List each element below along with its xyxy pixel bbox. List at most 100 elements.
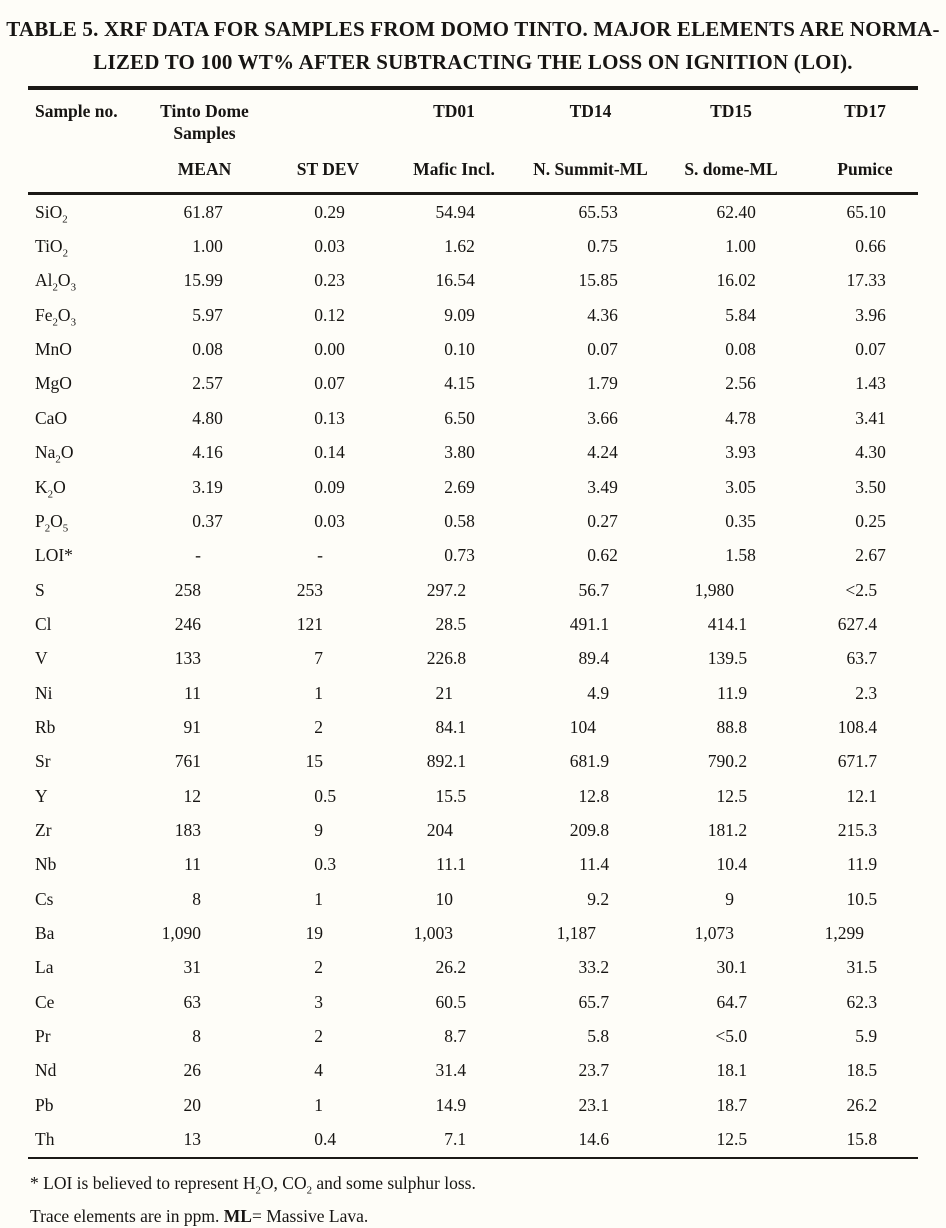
cell-td14: 209.8 [569,819,610,840]
cell-td17: 671.7 [837,751,878,772]
cell-td17: 12.1 [846,785,878,806]
cell-td15: 5.84 [725,304,756,325]
cell-stdev: 0.23 [314,270,345,291]
cell-td14: 5.8 [587,1026,610,1047]
cell-td17: 2.67 [855,545,886,566]
table-row: MnO 0.08 0.00 0.10 0.07 0.08 0.07 [0,332,946,366]
cell-td01: 21 [435,682,454,703]
cell-td15: 0.08 [725,339,756,360]
table-row: SiO2 61.87 0.29 54.94 65.53 62.40 65.10 [0,195,946,229]
header-row-2: MEAN ST DEV Mafic Incl. N. Summit-ML S. … [0,158,946,180]
cell-td14: 9.2 [587,888,610,909]
row-element-label: Nd [35,1060,57,1081]
header-row2-spacer [30,158,142,180]
cell-stdev: 0.07 [314,373,345,394]
cell-td01: 8.7 [444,1026,467,1047]
cell-stdev: 7 [314,648,323,669]
table-row: V 133 7 226.8 89.4 139.5 63.7 [0,642,946,676]
cell-td17: 62.3 [846,991,878,1012]
cell-td14: 0.75 [587,236,618,257]
cell-mean: 26 [183,1060,202,1081]
cell-td17: 1.43 [855,373,886,394]
cell-td17: 0.66 [855,236,886,257]
row-element-label: Cl [35,613,52,634]
cell-td14: 104 [569,716,596,737]
table-title-line1: TABLE 5. XRF DATA FOR SAMPLES FROM DOMO … [6,17,940,41]
cell-td17: 108.4 [837,716,878,737]
cell-stdev: 0.14 [314,442,345,463]
header-group-tinto-dome: Tinto Dome Samples [142,100,267,144]
cell-stdev: 0.5 [314,785,337,806]
row-element-label: P2O5 [35,510,69,535]
cell-td15: 181.2 [707,819,748,840]
cell-mean: 15.99 [183,270,223,291]
cell-td15: 3.93 [725,442,756,463]
table-row: Al2O3 15.99 0.23 16.54 15.85 16.02 17.33 [0,264,946,298]
row-element-label: V [35,648,48,669]
row-element-label: Ni [35,682,53,703]
cell-mean: 0.37 [192,510,223,531]
cell-td14: 1.79 [587,373,618,394]
cell-td17: <2.5 [845,579,878,600]
cell-td17: 3.96 [855,304,886,325]
header-s-dome-ml: S. dome-ML [684,159,778,180]
cell-td15: <5.0 [715,1026,748,1047]
cell-td17: 5.9 [855,1026,878,1047]
cell-td15: 9 [725,888,734,909]
cell-stdev: - [317,545,323,566]
cell-td15: 1.58 [725,545,756,566]
cell-td01: 6.50 [444,407,475,428]
row-element-label: SiO2 [35,201,68,226]
cell-stdev: 1 [314,1094,323,1115]
cell-stdev: 19 [305,922,324,943]
cell-td14: 0.27 [587,510,618,531]
table-row: TiO2 1.00 0.03 1.62 0.75 1.00 0.66 [0,229,946,263]
cell-td14: 3.49 [587,476,618,497]
cell-mean: 20 [183,1094,202,1115]
table-header: Sample no. Tinto Dome Samples TD01 TD14 … [0,90,946,192]
cell-mean: 13 [183,1129,202,1150]
header-mean: MEAN [177,159,232,180]
table-row: Th 13 0.4 7.1 14.6 12.5 15.8 [0,1122,946,1156]
table-row: Nd 26 4 31.4 23.7 18.1 18.5 [0,1054,946,1088]
cell-td15: 16.02 [716,270,756,291]
cell-mean: 183 [174,819,201,840]
cell-mean: 246 [174,613,201,634]
cell-td15: 88.8 [716,716,748,737]
cell-stdev: 4 [314,1060,323,1081]
row-element-label: Al2O3 [35,270,76,294]
cell-mean: 8 [192,1026,201,1047]
row-element-label: CaO [35,407,68,428]
cell-td01: 10 [435,888,454,909]
cell-stdev: 2 [314,1026,323,1047]
row-element-label: TiO2 [35,236,68,260]
cell-td01: 4.15 [444,373,475,394]
table-row: CaO 4.80 0.13 6.50 3.66 4.78 3.41 [0,401,946,435]
cell-td15: 18.7 [716,1094,748,1115]
cell-td01: 0.58 [444,510,475,531]
cell-td17: 65.10 [846,201,886,222]
table-row: Cl 246 121 28.5 491.1 414.1 627.4 [0,607,946,641]
row-element-label: K2O [35,476,66,501]
cell-mean: 11 [184,682,201,703]
footnote-loi: * LOI is believed to represent H2O, CO2 … [30,1172,476,1197]
header-sample-no: Sample no. [35,101,118,122]
row-element-label: Nb [35,854,57,875]
cell-stdev: 0.29 [314,201,345,222]
table-row: P2O5 0.37 0.03 0.58 0.27 0.35 0.25 [0,504,946,538]
row-element-label: Na2O [35,442,74,466]
cell-td14: 14.6 [578,1129,610,1150]
cell-td01: 226.8 [426,648,467,669]
cell-td15: 1,980 [694,579,734,600]
cell-mean: 63 [183,991,202,1012]
cell-td17: 0.07 [855,339,886,360]
cell-mean: 4.16 [192,442,223,463]
cell-td15: 414.1 [707,613,748,634]
table-row: Pb 20 1 14.9 23.1 18.7 26.2 [0,1088,946,1122]
cell-td14: 491.1 [569,613,610,634]
cell-td01: 11.1 [436,854,467,875]
cell-td15: 3.05 [725,476,756,497]
cell-td01: 60.5 [435,991,467,1012]
cell-stdev: 1 [314,682,323,703]
cell-td01: 7.1 [444,1129,467,1150]
